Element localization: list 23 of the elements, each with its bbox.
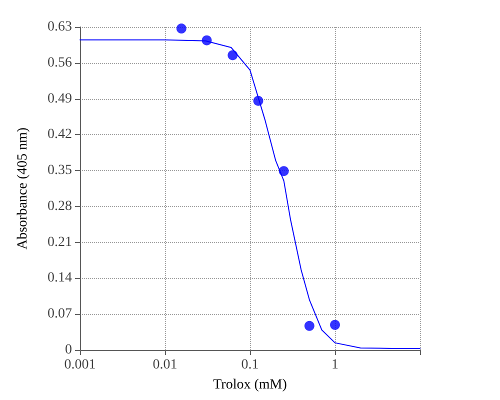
y-tick-label: 0.35 bbox=[48, 163, 72, 178]
point bbox=[176, 24, 186, 34]
y-tick-label: 0.07 bbox=[48, 306, 72, 322]
y-tick-label: 0.63 bbox=[48, 20, 72, 34]
x-tick-label: 0.001 bbox=[64, 358, 96, 372]
y-tick-label: 0.56 bbox=[48, 55, 72, 70]
x-axis-title: Trolox (mM) bbox=[213, 378, 288, 392]
x-tick-label: 0.01 bbox=[152, 358, 178, 372]
point bbox=[330, 320, 340, 330]
y-tick-label: 0.28 bbox=[48, 198, 72, 214]
y-tick-label: 0.42 bbox=[48, 127, 72, 142]
y-tick-label: 0.21 bbox=[48, 234, 72, 250]
y-axis-title: Absorbance (405 nm) bbox=[16, 127, 30, 250]
point bbox=[228, 50, 238, 60]
y-tick-label: 0.49 bbox=[48, 91, 72, 106]
point bbox=[202, 35, 212, 46]
y-tick-label: 0 bbox=[65, 342, 72, 358]
point bbox=[304, 320, 314, 331]
point bbox=[253, 96, 264, 106]
x-tick-label: 0.1 bbox=[241, 358, 259, 372]
point bbox=[278, 166, 289, 176]
y-tick-label: 0.14 bbox=[48, 270, 72, 286]
x-tick-label: 1 bbox=[332, 358, 338, 372]
